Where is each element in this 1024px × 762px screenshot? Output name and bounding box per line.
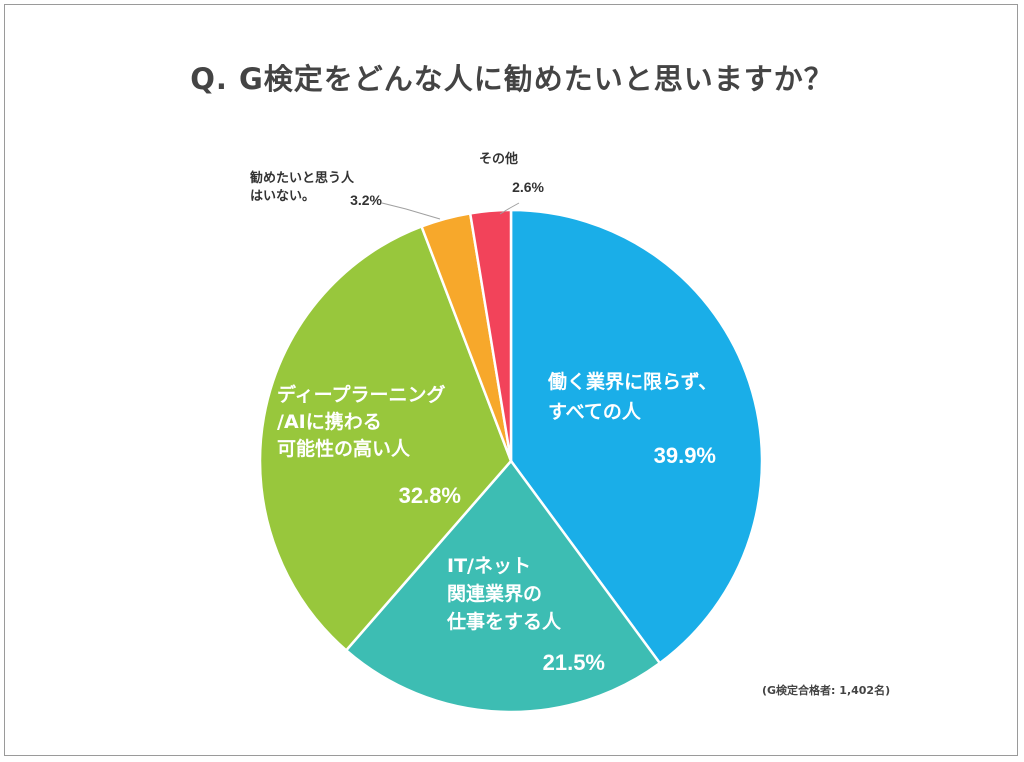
pie-slice-5 [468,208,513,463]
pie-slice-1 [509,208,764,665]
chart-title: Q. G検定をどんな人に勧めたいと思いますか？ [190,62,834,96]
slice-label-3: ディープラーニング/AIに携わる可能性の高い人 [277,383,446,460]
slice-label-2: IT/ネット関連業界の仕事をする人 [446,555,562,633]
slice-label-1: 働く業界に限らず、すべての人 [547,370,717,423]
sample-note: (G検定合格者: 1,402名) [762,684,891,697]
slice-value-2: 21.5% [543,650,605,675]
pie-slice-3 [258,225,513,652]
slice-value-5: 2.6% [512,179,544,195]
leader-line-4 [381,202,441,220]
slice-value-1: 39.9% [654,443,716,468]
pie-slice-2 [344,459,662,714]
slice-value-3: 32.8% [399,483,461,508]
slice-label-4: 勧めたいと思う人はいない。 [249,170,355,204]
leader-line-5 [499,202,520,215]
slice-value-4: 3.2% [350,192,382,208]
slice-label-5: その他 [479,151,518,167]
